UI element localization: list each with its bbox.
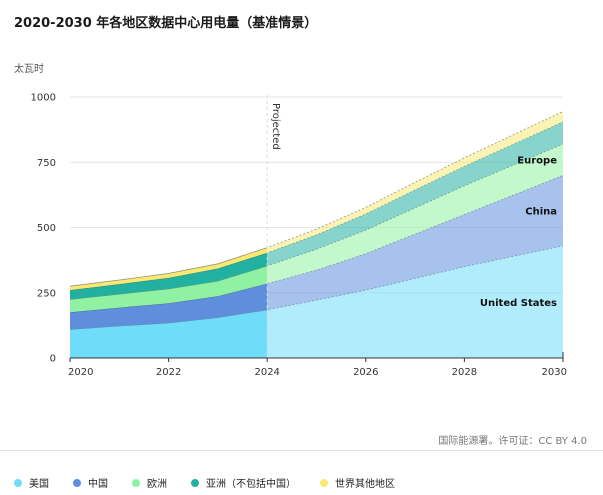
series-boundary-line	[69, 247, 268, 287]
legend-divider	[0, 450, 603, 451]
y-tick-label: 250	[37, 288, 56, 299]
x-tick-label: 2020	[68, 367, 93, 378]
legend-swatch	[320, 478, 328, 487]
legend-item[interactable]: 亚洲（不包括中国）	[191, 475, 296, 490]
area-series-projected	[267, 111, 563, 253]
y-tick-label: 500	[37, 223, 56, 234]
x-tick-label: 2028	[452, 367, 477, 378]
y-axis-unit: 太瓦时	[14, 64, 44, 75]
y-tick-label: 750	[37, 158, 56, 169]
series-boundary-line-projected	[267, 111, 564, 249]
legend-item[interactable]: 欧洲	[132, 475, 167, 490]
series-label: China	[525, 207, 557, 218]
area-series-projected	[267, 245, 563, 358]
legend-item[interactable]: 美国	[14, 475, 49, 490]
series-boundary-line	[69, 252, 268, 291]
axes: 0 250 500 750 1000 Projected 2020 2022 2024 2026 2…	[31, 93, 567, 379]
area-series-historical	[70, 247, 268, 291]
area-series-historical	[70, 252, 268, 300]
area-series-projected	[267, 175, 563, 310]
legend-swatch	[132, 478, 140, 487]
x-tick-label: 2022	[156, 367, 181, 378]
area-series-historical	[70, 283, 268, 330]
legend-label: 中国	[88, 479, 108, 490]
legend-swatch	[191, 478, 199, 487]
legend-swatch	[14, 478, 22, 487]
source-note: 国际能源署。许可证：CC BY 4.0	[438, 436, 587, 447]
series-label: Europe	[517, 156, 557, 167]
x-tick-label: 2030	[542, 367, 567, 378]
area-series-projected	[267, 121, 563, 266]
legend-item[interactable]: 世界其他地区	[320, 475, 395, 490]
legend-swatch	[73, 478, 81, 487]
series-boundary-line	[69, 309, 268, 330]
legend-item[interactable]: 中国	[73, 475, 108, 490]
x-tick-label: 2026	[353, 367, 378, 378]
area-series-projected	[267, 144, 563, 284]
area-series-historical	[70, 309, 268, 358]
legend-label: 美国	[29, 479, 49, 490]
legend-label: 亚洲（不包括中国）	[206, 479, 296, 490]
chart-title: 2020-2030 年各地区数据中心用电量（基准情景）	[14, 16, 318, 31]
area-chart: 0 250 500 750 1000 Projected 2020 2022 2024 2026 2…	[31, 93, 567, 379]
series-labels: United States China Europe	[480, 156, 557, 309]
projected-label: Projected	[270, 103, 281, 150]
series-label: United States	[480, 298, 557, 309]
y-tick-label: 0	[50, 354, 56, 365]
y-tick-label: 1000	[31, 93, 56, 104]
legend-label: 世界其他地区	[335, 479, 395, 490]
stacked-areas	[69, 111, 564, 358]
legend-label: 欧洲	[147, 479, 167, 490]
x-tick-label: 2024	[254, 367, 279, 378]
series-boundary-line	[69, 265, 268, 300]
legend: 美国 中国 欧洲 亚洲（不包括中国） 世界其他地区	[14, 475, 419, 490]
